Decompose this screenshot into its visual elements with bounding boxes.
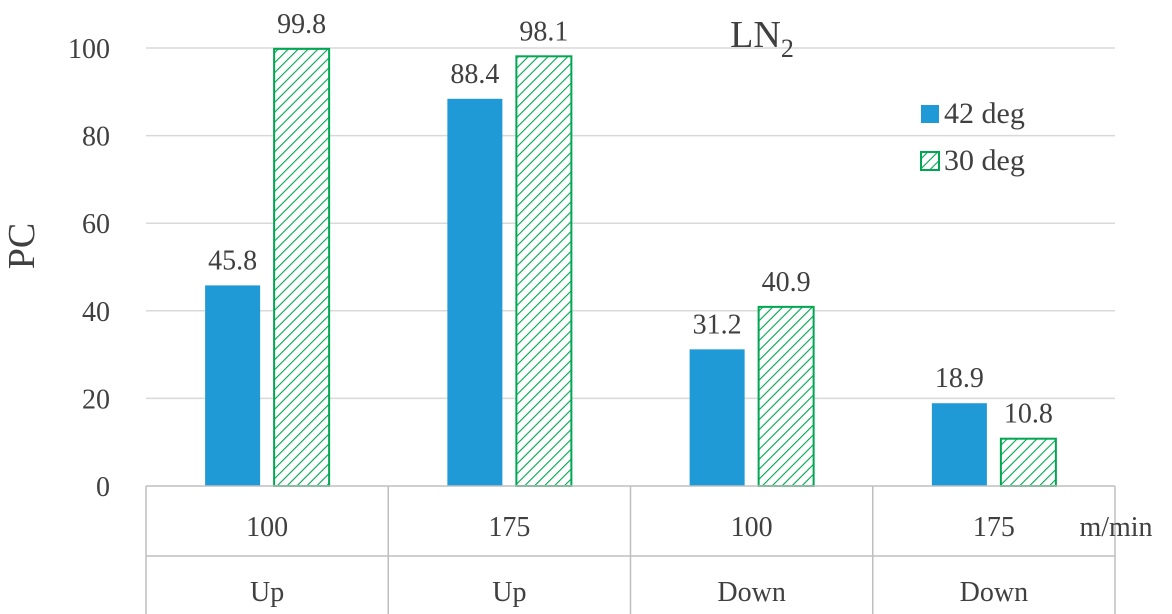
axes: [145, 485, 1116, 614]
y-tick-label-0: 0: [96, 472, 110, 503]
bars: [205, 47, 1057, 488]
data-label-30deg-2: 40.9: [762, 267, 811, 298]
bar-30deg-1: [515, 55, 573, 488]
legend-label-1: 30 deg: [944, 144, 1025, 177]
chart-title-main: LN: [730, 14, 781, 56]
x-tick-label-direction-0: Up: [250, 577, 284, 608]
data-label-30deg-1: 98.1: [519, 16, 568, 47]
bar-42deg-2: [689, 349, 745, 486]
data-label-30deg-3: 10.8: [1004, 399, 1053, 430]
x-tick-label-direction-2: Down: [717, 577, 785, 608]
x-axis-unit-label: m/min: [1079, 512, 1152, 543]
bar-30deg-2: [757, 305, 815, 487]
data-label-42deg-1: 88.4: [450, 59, 499, 90]
y-tick-label-5: 100: [68, 34, 110, 65]
chart-title: LN2: [730, 14, 794, 63]
x-tick-label-direction-3: Down: [960, 577, 1028, 608]
bar-42deg-0: [205, 285, 261, 486]
x-tick-label-speed-3: 175: [973, 512, 1015, 543]
y-tick-label-1: 20: [82, 384, 110, 415]
y-axis-label: PC: [1, 223, 43, 269]
labels: 0 20 40 60 80 100 100 Up 45.8 99.8 175 Up 88.4 98.1 10…: [68, 9, 1053, 608]
bar-42deg-3: [931, 403, 987, 486]
x-tick-label-speed-0: 100: [246, 512, 288, 543]
bar-30deg-3: [999, 437, 1057, 488]
y-tick-label-4: 80: [82, 122, 110, 153]
legend: 42 deg 30 deg: [920, 97, 1025, 177]
x-tick-label-direction-1: Up: [492, 577, 526, 608]
x-tick-label-speed-2: 100: [731, 512, 773, 543]
legend-swatch-1: [920, 151, 940, 171]
x-tick-label-speed-1: 175: [488, 512, 530, 543]
legend-label-0: 42 deg: [944, 97, 1025, 130]
y-tick-label-2: 40: [82, 297, 110, 328]
data-label-42deg-0: 45.8: [208, 245, 257, 276]
chart-title-subscript: 2: [781, 34, 794, 63]
data-label-42deg-3: 18.9: [935, 363, 984, 394]
bar-30deg-0: [273, 47, 331, 487]
data-label-42deg-2: 31.2: [693, 309, 742, 340]
bar-42deg-1: [447, 98, 503, 487]
data-label-30deg-0: 99.8: [277, 9, 326, 40]
y-tick-label-3: 60: [82, 209, 110, 240]
legend-swatch-0: [921, 105, 939, 123]
